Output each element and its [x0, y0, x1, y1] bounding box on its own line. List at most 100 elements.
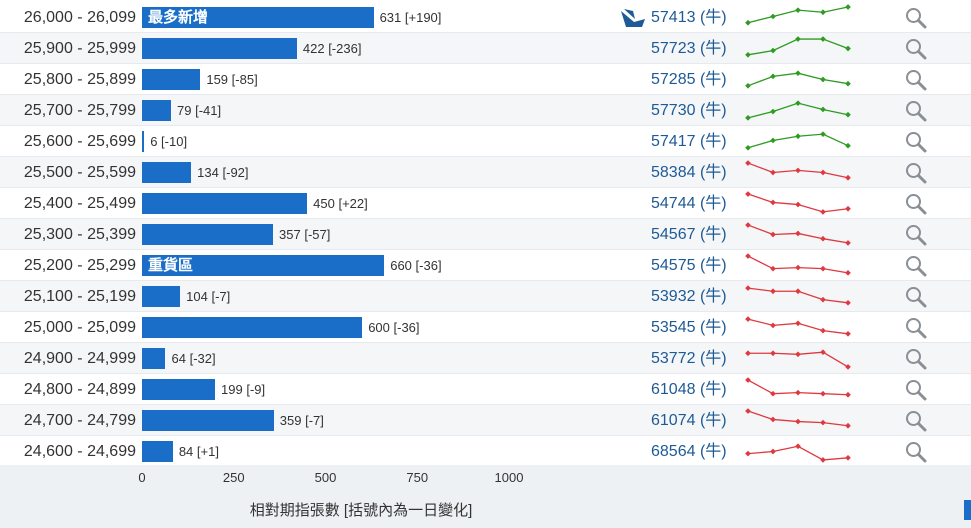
- magnifier-icon[interactable]: [905, 131, 927, 153]
- strike-range-label: 25,200 - 25,299: [23, 257, 136, 274]
- bar[interactable]: [142, 162, 192, 183]
- warrant-code-link[interactable]: 57285 (牛): [651, 71, 727, 88]
- strike-range-label: 24,900 - 24,999: [23, 350, 136, 367]
- magnifier-icon[interactable]: [905, 255, 927, 277]
- warrant-code-link[interactable]: 57417 (牛): [651, 133, 727, 150]
- bar[interactable]: [142, 379, 216, 400]
- sparkline-point: [745, 191, 751, 197]
- sparkline-point: [745, 408, 751, 414]
- strike-range-label: 25,600 - 25,699: [23, 133, 136, 150]
- warrant-code-link[interactable]: 53932 (牛): [651, 288, 727, 305]
- sparkline: [745, 4, 851, 26]
- magnifier-icon[interactable]: [905, 69, 927, 91]
- ship-icon: [621, 9, 645, 27]
- x-tick-label: 250: [222, 470, 245, 485]
- bar-change: [+22]: [338, 196, 368, 211]
- bar-value-label: 134 [-92]: [197, 157, 248, 188]
- sparkline-point: [820, 9, 826, 16]
- magnifier-icon[interactable]: [905, 224, 927, 246]
- sparkline-point: [770, 350, 776, 357]
- sparkline-point: [845, 45, 851, 52]
- scrollbar-thumb[interactable]: [964, 500, 971, 520]
- sparkline: [745, 316, 851, 337]
- warrant-code-link[interactable]: 57723 (牛): [651, 40, 727, 57]
- strike-range-label: 25,000 - 25,099: [23, 319, 136, 336]
- bar-value: 79: [176, 103, 192, 118]
- sparkline-point: [770, 322, 776, 329]
- bar-value-label: 159 [-85]: [206, 64, 257, 95]
- bar-change: [+190]: [404, 10, 442, 25]
- table-row: 24,800 - 24,899 199 [-9] 61048 (牛): [0, 374, 971, 405]
- strike-range-label: 24,700 - 24,799: [23, 412, 136, 429]
- magnifier-icon[interactable]: [905, 317, 927, 339]
- bar-value-label: 104 [-7]: [186, 281, 230, 312]
- warrant-code-link[interactable]: 54567 (牛): [651, 226, 727, 243]
- bar-change: [+1]: [196, 444, 219, 459]
- magnifier-icon[interactable]: [905, 7, 927, 29]
- table-row: 25,800 - 25,899 159 [-85] 57285 (牛): [0, 64, 971, 95]
- table-row: 25,500 - 25,599 134 [-92] 58384 (牛): [0, 157, 971, 188]
- magnifier-icon[interactable]: [905, 162, 927, 184]
- bar[interactable]: [142, 224, 274, 245]
- warrant-code-link[interactable]: 68564 (牛): [651, 443, 727, 460]
- sparkline: [745, 285, 851, 306]
- sparkline-point: [770, 231, 776, 238]
- magnifier-icon[interactable]: [905, 410, 927, 432]
- bar-change: [-57]: [304, 227, 331, 242]
- bar[interactable]: [142, 69, 201, 90]
- bar[interactable]: [142, 348, 166, 369]
- bar[interactable]: [142, 100, 171, 121]
- sparkline: [745, 36, 851, 58]
- warrant-code-link[interactable]: 61048 (牛): [651, 381, 727, 398]
- magnifier-icon[interactable]: [905, 348, 927, 370]
- magnifier-icon[interactable]: [905, 38, 927, 60]
- sparkline: [745, 443, 851, 463]
- warrant-code-link[interactable]: 57730 (牛): [651, 102, 727, 119]
- bar[interactable]: [142, 131, 145, 152]
- x-tick-label: 500: [314, 470, 337, 485]
- warrant-code-link[interactable]: 61074 (牛): [651, 412, 727, 429]
- bar-value: 450: [313, 196, 335, 211]
- warrant-code-link[interactable]: 54744 (牛): [651, 195, 727, 212]
- bar-value: 134: [197, 165, 219, 180]
- table-row: 25,300 - 25,399 357 [-57] 54567 (牛): [0, 219, 971, 250]
- bar[interactable]: [142, 317, 363, 338]
- table-row: 24,900 - 24,999 64 [-32] 53772 (牛): [0, 343, 971, 374]
- magnifier-icon[interactable]: [905, 100, 927, 122]
- sparkline-point: [845, 174, 851, 181]
- table-row: 25,900 - 25,999 422 [-236] 57723 (牛): [0, 33, 971, 64]
- sparkline-point: [745, 285, 751, 291]
- sparkline-point: [820, 457, 826, 463]
- sparkline-point: [845, 299, 851, 306]
- bar[interactable]: [142, 410, 274, 431]
- warrant-code-link[interactable]: 53545 (牛): [651, 319, 727, 336]
- warrant-code-link[interactable]: 57413 (牛): [651, 9, 727, 26]
- bar-value-label: 600 [-36]: [368, 312, 419, 343]
- bar[interactable]: [142, 38, 297, 59]
- magnifier-icon[interactable]: [905, 193, 927, 215]
- bar-value-label: 359 [-7]: [280, 405, 324, 436]
- bar[interactable]: [142, 255, 385, 276]
- bar[interactable]: [142, 441, 173, 462]
- magnifier-icon[interactable]: [905, 441, 927, 463]
- magnifier-icon[interactable]: [905, 286, 927, 308]
- warrant-code-link[interactable]: 58384 (牛): [651, 164, 727, 181]
- strike-range-label: 25,900 - 25,999: [23, 40, 136, 57]
- table-row: 25,200 - 25,299 重貨區 660 [-36] 54575 (牛): [0, 250, 971, 281]
- x-tick-label: 1000: [494, 470, 524, 485]
- magnifier-icon[interactable]: [905, 379, 927, 401]
- bar[interactable]: [142, 286, 181, 307]
- sparkline-point: [770, 416, 776, 423]
- bar-tag-label: 最多新增: [148, 9, 209, 26]
- bar-change: [-36]: [393, 320, 420, 335]
- table-row: 25,600 - 25,699 6 [-10] 57417 (牛): [0, 126, 971, 157]
- strike-range-label: 25,100 - 25,199: [23, 288, 136, 305]
- bar-change: [-236]: [328, 41, 362, 56]
- sparkline-point: [745, 115, 751, 121]
- bar[interactable]: [142, 193, 308, 214]
- warrant-code-link[interactable]: 53772 (牛): [651, 350, 727, 367]
- strike-range-label: 25,700 - 25,799: [23, 102, 136, 119]
- bar-change: [-9]: [246, 382, 266, 397]
- warrant-code-link[interactable]: 54575 (牛): [651, 257, 727, 274]
- bar[interactable]: [142, 7, 374, 28]
